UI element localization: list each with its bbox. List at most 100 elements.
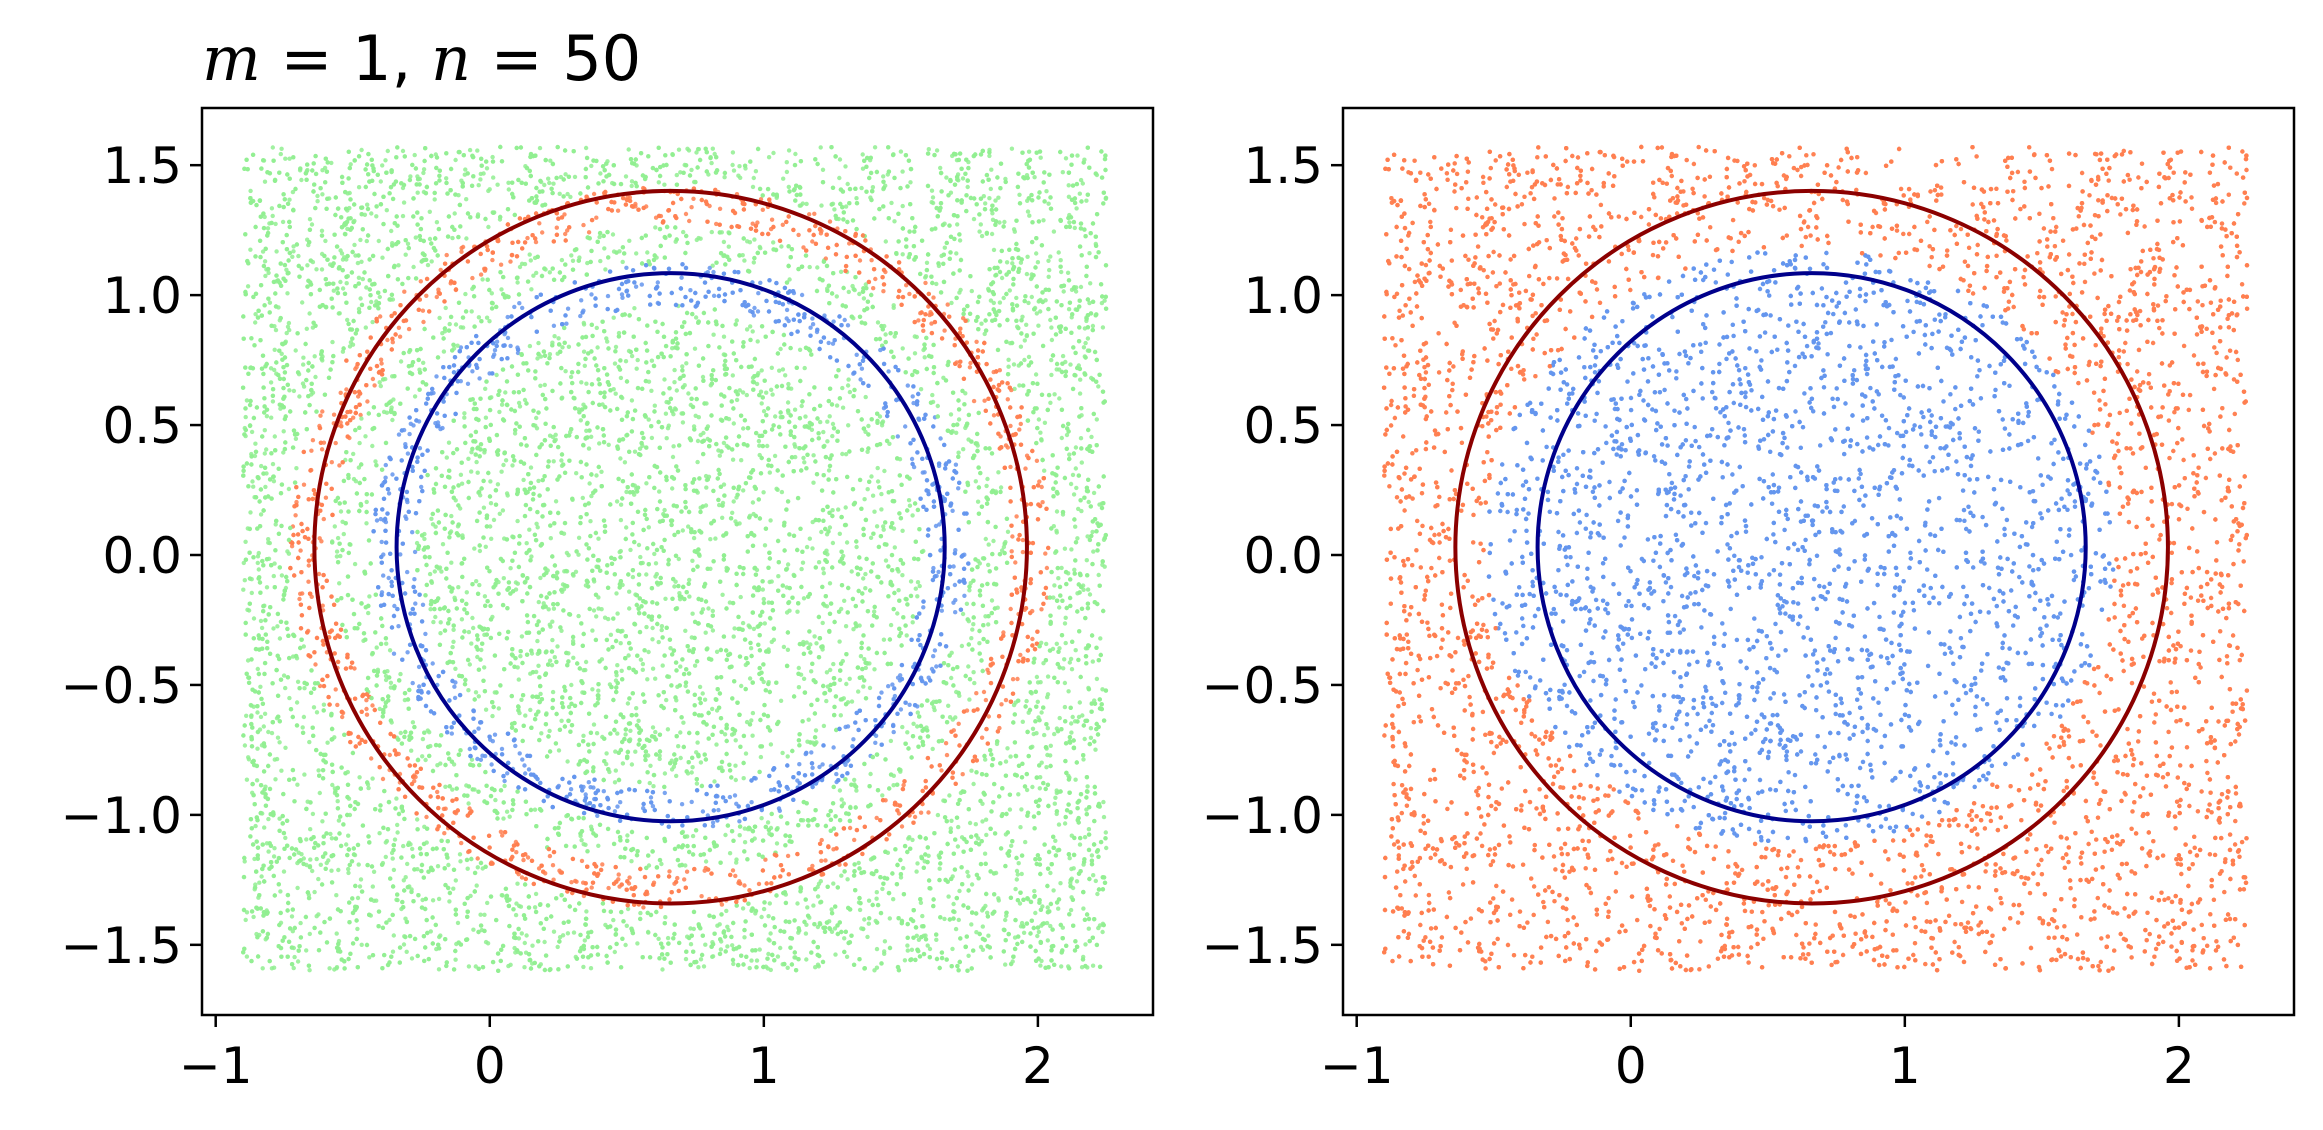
scatter-point	[769, 387, 774, 392]
scatter-point	[1062, 704, 1068, 710]
scatter-point	[923, 280, 928, 286]
scatter-point	[965, 869, 970, 875]
scatter-point	[653, 676, 658, 681]
scatter-point	[900, 252, 905, 257]
scatter-point	[405, 569, 410, 575]
scatter-point	[586, 446, 592, 451]
scatter-point	[252, 453, 258, 459]
scatter-point	[926, 810, 931, 815]
scatter-point	[437, 315, 442, 321]
scatter-point	[400, 213, 406, 219]
scatter-point	[668, 646, 673, 651]
scatter-point	[291, 965, 296, 971]
scatter-point	[819, 529, 824, 535]
scatter-point	[293, 348, 298, 353]
scatter-point	[821, 429, 826, 435]
scatter-point	[556, 748, 562, 753]
scatter-point	[537, 145, 543, 151]
scatter-point	[412, 577, 417, 582]
scatter-point	[385, 337, 390, 343]
scatter-point	[1008, 606, 1013, 612]
scatter-point	[450, 235, 455, 241]
scatter-point	[1048, 870, 1053, 876]
scatter-point	[413, 601, 418, 606]
scatter-point	[270, 145, 275, 150]
scatter-point	[262, 451, 267, 456]
scatter-point	[727, 851, 733, 856]
scatter-point	[356, 275, 362, 280]
scatter-point	[810, 863, 815, 869]
scatter-point	[934, 281, 939, 287]
scatter-point	[716, 807, 721, 813]
scatter-point	[370, 776, 375, 781]
scatter-point	[564, 550, 570, 556]
scatter-point	[395, 822, 400, 828]
scatter-point	[267, 300, 273, 305]
scatter-point	[1035, 260, 1041, 265]
scatter-point	[596, 688, 601, 693]
scatter-point	[455, 920, 461, 926]
scatter-point	[689, 770, 694, 775]
scatter-point	[378, 179, 383, 184]
scatter-point	[988, 186, 993, 192]
scatter-point	[1032, 888, 1037, 894]
scatter-point	[337, 463, 342, 468]
scatter-point	[854, 196, 859, 201]
scatter-point	[989, 167, 994, 172]
scatter-point	[338, 279, 343, 285]
scatter-point	[467, 746, 472, 752]
scatter-point	[278, 889, 283, 894]
scatter-point	[763, 857, 768, 862]
scatter-point	[759, 401, 764, 406]
scatter-point	[475, 756, 480, 762]
scatter-point	[891, 783, 896, 788]
scatter-point	[687, 577, 692, 583]
scatter-point	[534, 270, 539, 276]
scatter-point	[305, 263, 310, 268]
scatter-point	[313, 374, 318, 380]
scatter-point	[831, 881, 836, 886]
scatter-point	[881, 637, 887, 642]
scatter-point	[499, 746, 505, 752]
scatter-point	[769, 639, 774, 645]
scatter-point	[979, 735, 985, 740]
scatter-point	[594, 215, 599, 220]
scatter-point	[289, 544, 295, 549]
scatter-point	[421, 167, 427, 172]
scatter-point	[614, 591, 619, 596]
scatter-point	[281, 673, 287, 678]
scatter-point	[696, 415, 701, 420]
scatter-point	[961, 447, 966, 452]
scatter-point	[563, 231, 568, 237]
scatter-point	[495, 182, 500, 187]
scatter-point	[996, 898, 1001, 903]
scatter-point	[495, 482, 501, 487]
scatter-point	[953, 462, 959, 467]
scatter-point	[256, 550, 261, 556]
scatter-point	[552, 334, 557, 339]
scatter-point	[823, 858, 828, 863]
scatter-point	[522, 397, 528, 403]
scatter-point	[285, 291, 290, 296]
scatter-point	[242, 743, 248, 748]
scatter-point	[781, 644, 787, 650]
scatter-point	[908, 180, 913, 185]
scatter-point	[387, 917, 392, 923]
scatter-point	[980, 819, 985, 824]
scatter-point	[793, 454, 798, 460]
scatter-point	[964, 601, 970, 606]
scatter-point	[892, 219, 897, 224]
scatter-point	[251, 914, 256, 920]
scatter-point	[837, 157, 843, 162]
scatter-point	[457, 852, 463, 857]
scatter-point	[1044, 189, 1049, 194]
scatter-point	[737, 388, 742, 393]
scatter-point	[483, 707, 489, 712]
scatter-point	[626, 147, 631, 152]
scatter-point	[843, 505, 848, 510]
scatter-point	[603, 267, 608, 272]
scatter-point	[925, 943, 930, 948]
scatter-point	[942, 916, 947, 922]
scatter-point	[440, 542, 446, 547]
scatter-point	[405, 650, 410, 655]
